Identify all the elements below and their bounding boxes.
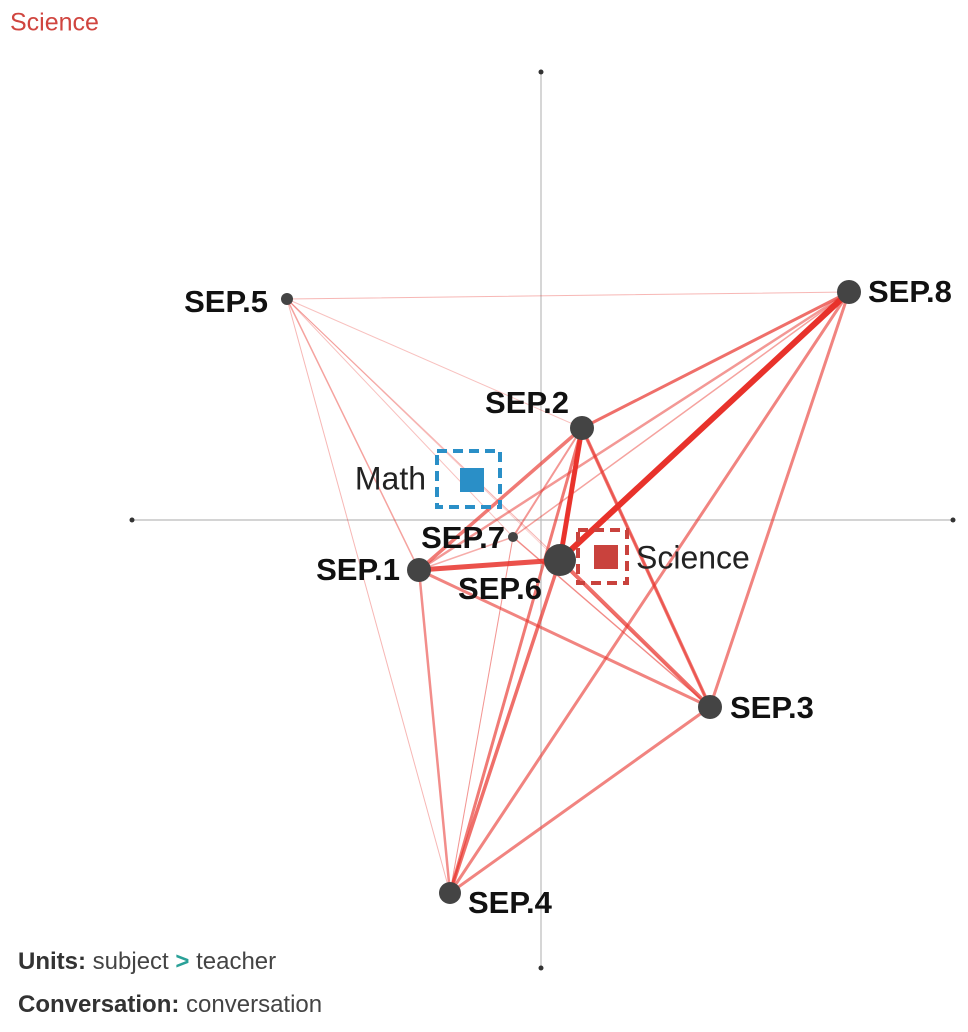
math-confidence-box	[435, 449, 502, 509]
node	[281, 293, 293, 305]
edge	[558, 426, 584, 562]
edge	[448, 426, 584, 895]
node-label: SEP.5	[184, 284, 268, 319]
edge	[418, 536, 514, 571]
node	[508, 532, 518, 542]
node	[698, 695, 722, 719]
math-centroid	[460, 468, 484, 492]
centroid-label: Math	[355, 460, 426, 496]
edge	[416, 557, 563, 573]
unit-separator: >	[175, 948, 189, 975]
node-label: SEP.1	[316, 552, 400, 587]
edge	[286, 298, 514, 538]
axis-end	[129, 517, 135, 523]
edge	[448, 705, 712, 895]
edge	[417, 290, 851, 572]
axis-end	[538, 965, 544, 971]
edge	[286, 298, 561, 561]
edge	[417, 568, 712, 709]
edge	[512, 291, 850, 538]
edge	[286, 291, 850, 300]
edge	[581, 427, 711, 708]
units-key: Units:	[18, 948, 86, 975]
edge	[708, 290, 851, 709]
edge	[448, 290, 851, 895]
axis-end	[950, 517, 956, 523]
node	[439, 882, 461, 904]
node-label: SEP.4	[468, 885, 553, 920]
edge	[417, 426, 584, 572]
centroids: Math Science	[355, 449, 750, 585]
conversation-key: Conversation:	[18, 991, 179, 1018]
edge	[286, 298, 420, 571]
edge	[580, 290, 851, 430]
edge	[286, 298, 451, 894]
node-label: SEP.2	[485, 385, 569, 420]
edge	[557, 289, 852, 563]
node-label: SEP.8	[868, 274, 952, 309]
edge	[449, 536, 514, 894]
centroid-label: Science	[636, 539, 750, 575]
unit: teacher	[196, 948, 276, 975]
conversation-value: conversation	[186, 991, 322, 1018]
node-label: SEP.7	[421, 520, 505, 555]
node-label: SEP.3	[730, 690, 814, 725]
edge	[286, 298, 583, 429]
edge	[449, 536, 514, 894]
edge	[512, 427, 583, 538]
plot-title: Science	[10, 9, 99, 37]
edge	[417, 568, 452, 895]
node	[407, 558, 431, 582]
edges	[286, 289, 852, 895]
node	[837, 280, 861, 304]
unit: subject	[93, 948, 169, 975]
nodes: SEP.1 SEP.2 SEP.3 SEP.4 SEP.5 SEP.6 SEP.7 SEP.8	[184, 274, 952, 920]
science-confidence-box	[576, 528, 629, 585]
axes	[129, 69, 956, 971]
node	[544, 544, 576, 576]
axis-end	[538, 69, 544, 75]
node	[570, 416, 594, 440]
node-label: SEP.6	[458, 571, 542, 606]
edge	[448, 558, 562, 895]
conversation-line: Conversation: conversation	[18, 991, 322, 1018]
science-centroid	[594, 545, 618, 569]
units-line: Units: subject > teacher	[18, 948, 276, 975]
